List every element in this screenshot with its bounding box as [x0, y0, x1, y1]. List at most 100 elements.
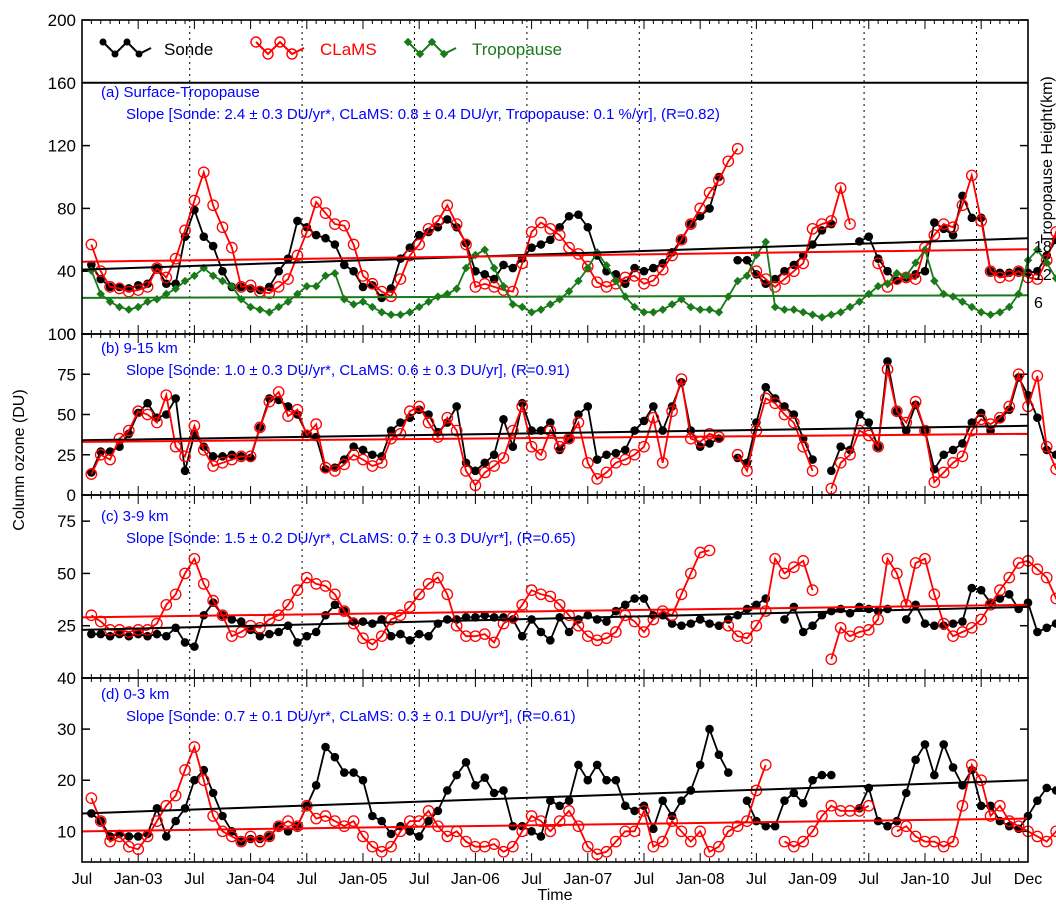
data-point	[581, 456, 594, 469]
data-point	[527, 243, 536, 252]
data-point	[450, 424, 463, 437]
data-point	[741, 632, 753, 645]
data-point	[911, 755, 920, 765]
data-point	[143, 631, 152, 641]
data-point	[639, 266, 649, 276]
data-point	[161, 279, 171, 289]
data-point	[525, 226, 538, 238]
data-point	[488, 636, 500, 649]
data-point	[461, 263, 471, 273]
data-point	[190, 775, 199, 785]
data-point	[442, 786, 452, 795]
data-point	[508, 300, 518, 309]
data-point	[564, 627, 574, 637]
x-tick-label: Jan-07	[563, 871, 612, 888]
data-point	[414, 302, 424, 312]
data-point	[375, 456, 388, 469]
data-point	[218, 266, 227, 276]
data-point	[787, 840, 800, 853]
data-point	[808, 775, 817, 785]
data-point	[780, 402, 789, 411]
data-point	[976, 801, 986, 811]
data-point	[471, 466, 480, 476]
data-point	[789, 602, 799, 612]
data-point	[703, 544, 716, 557]
data-point	[610, 835, 622, 848]
y-tick-label: 50	[57, 406, 76, 425]
x-tick-label: Jan-03	[114, 871, 163, 888]
data-point	[235, 281, 248, 293]
data-point	[769, 552, 781, 565]
data-point	[1050, 592, 1056, 605]
data-point	[583, 402, 593, 411]
data-point	[141, 281, 154, 293]
data-point	[319, 580, 332, 592]
data-point	[967, 583, 977, 593]
data-point	[161, 631, 171, 641]
data-point	[169, 252, 182, 265]
data-point	[994, 799, 1006, 812]
data-point	[808, 621, 817, 631]
data-point	[488, 460, 500, 472]
data-point	[656, 835, 669, 848]
data-point	[544, 825, 557, 838]
x-tick-label: Dec	[1014, 871, 1042, 888]
data-point	[928, 835, 941, 848]
data-point	[480, 245, 489, 255]
data-point	[928, 476, 941, 488]
data-point	[797, 257, 810, 270]
data-point	[667, 300, 677, 309]
data-point	[667, 619, 677, 628]
data-point	[883, 821, 892, 831]
data-point	[958, 617, 967, 626]
y-tick-label: 200	[48, 11, 76, 30]
data-point	[197, 578, 210, 590]
data-point	[583, 775, 593, 785]
data-point	[1012, 820, 1025, 833]
data-point	[321, 742, 330, 752]
data-point	[1033, 413, 1042, 423]
x-tick-labels: Jul Jan-03 Jul Jan-04 Jul Jan-05 Jul Jan-06 Jul J…	[72, 871, 1042, 888]
data-point	[377, 816, 387, 826]
data-point	[834, 456, 847, 469]
data-point	[396, 629, 405, 639]
data-point	[891, 567, 903, 580]
data-point	[300, 571, 313, 584]
data-point	[274, 302, 283, 312]
data-point	[630, 263, 639, 273]
data-point	[770, 274, 780, 284]
data-point	[422, 805, 435, 817]
series-line	[727, 556, 814, 640]
data-point	[628, 270, 641, 282]
data-point	[208, 271, 218, 281]
data-point	[124, 305, 134, 314]
data-point	[544, 424, 557, 437]
data-point	[544, 222, 557, 235]
data-point	[330, 752, 340, 762]
series-line	[736, 397, 814, 474]
data-point	[731, 820, 744, 833]
data-point	[741, 464, 753, 477]
data-point	[169, 789, 182, 802]
data-point	[338, 458, 351, 471]
data-point	[901, 788, 911, 798]
data-point	[357, 830, 369, 843]
data-point	[658, 796, 668, 805]
data-point	[349, 768, 358, 777]
data-point	[864, 232, 874, 241]
trend-line-clams	[81, 817, 1029, 833]
data-point	[424, 816, 433, 826]
panel-slope-text: Slope [Sonde: 1.0 ± 0.3 DU/yr*, CLaMS: 0…	[126, 362, 570, 379]
data-point	[553, 598, 566, 611]
data-point	[967, 418, 977, 427]
legend-sonde-marker	[123, 38, 131, 46]
data-point	[909, 273, 922, 285]
x-tick-label: Jul	[184, 871, 204, 888]
data-point	[507, 840, 519, 853]
data-point	[226, 830, 238, 843]
series-clams	[85, 741, 1056, 861]
data-point	[460, 464, 472, 477]
panel-frame	[81, 494, 1029, 679]
data-point	[564, 796, 574, 805]
data-point	[967, 213, 977, 223]
